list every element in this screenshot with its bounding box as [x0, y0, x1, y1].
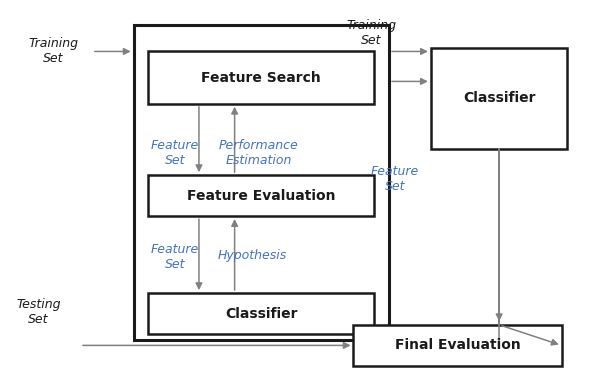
- Text: Feature
Set: Feature Set: [151, 244, 199, 271]
- Text: Feature
Set: Feature Set: [151, 139, 199, 166]
- Text: Hypothesis: Hypothesis: [218, 249, 287, 262]
- Text: Classifier: Classifier: [225, 307, 298, 321]
- Bar: [134, 25, 389, 340]
- Bar: [353, 325, 562, 366]
- Text: Feature Search: Feature Search: [202, 71, 321, 85]
- Bar: [148, 175, 374, 216]
- Text: Classifier: Classifier: [463, 91, 535, 105]
- Text: Training
Set: Training Set: [28, 38, 79, 65]
- Text: Feature
Set: Feature Set: [371, 165, 419, 193]
- Text: Training
Set: Training Set: [346, 19, 397, 47]
- Text: Performance
Estimation: Performance Estimation: [218, 139, 298, 166]
- Bar: [148, 51, 374, 104]
- Text: Feature Evaluation: Feature Evaluation: [187, 188, 335, 203]
- Text: Final Evaluation: Final Evaluation: [395, 339, 520, 352]
- Text: Testing
Set: Testing Set: [16, 298, 61, 326]
- Bar: [431, 48, 568, 149]
- Bar: [148, 293, 374, 334]
